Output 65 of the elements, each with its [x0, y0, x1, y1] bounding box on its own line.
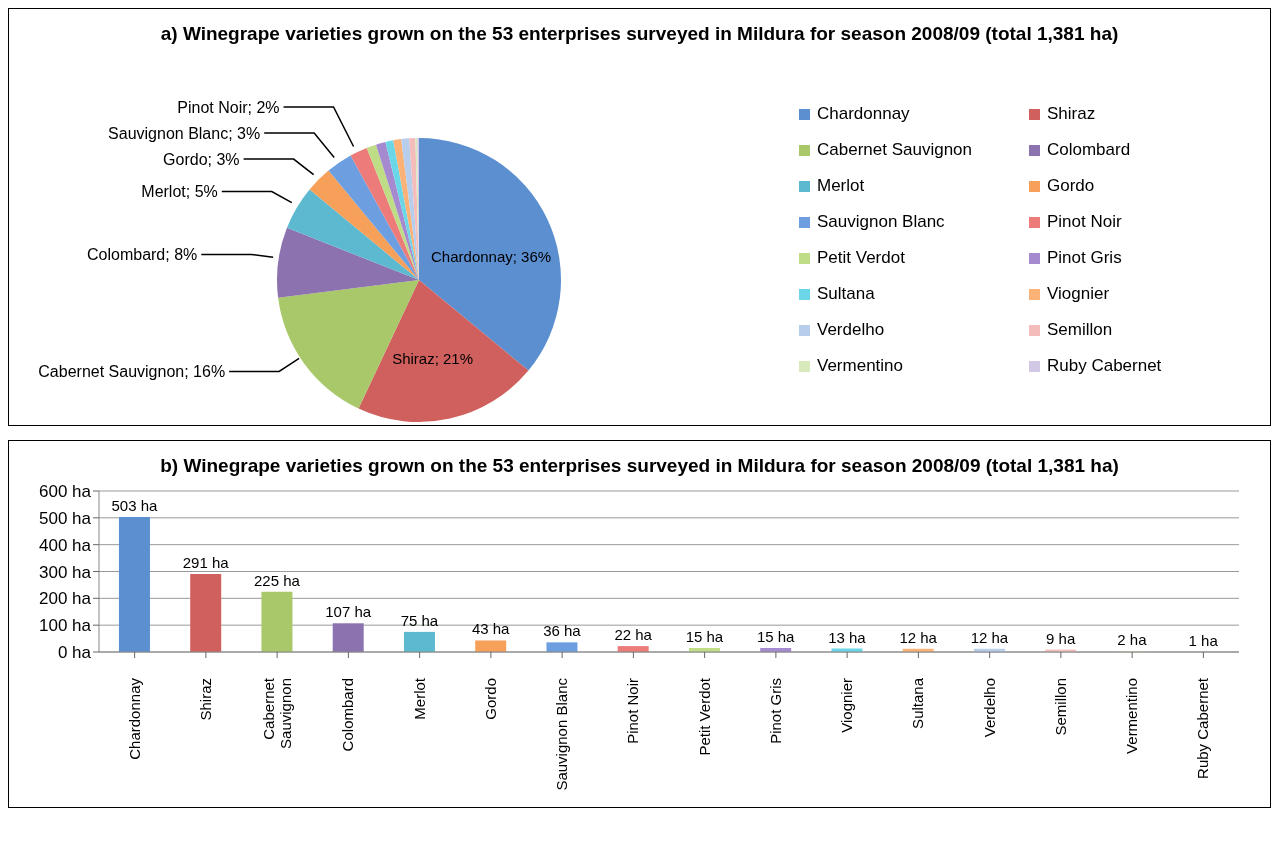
legend-label: Gordo — [1047, 176, 1095, 196]
x-tick-label: Vermentino — [1123, 678, 1141, 754]
data-label: 12 ha — [899, 628, 938, 646]
chart-title: a) Winegrape varieties grown on the 53 enterprises surveyed in Mildura for season 2008/09 (total 1,381 ha) — [159, 22, 1120, 45]
x-tick-label: Sauvignon Blanc — [553, 677, 571, 791]
data-label: Pinot Noir; 2% — [177, 98, 280, 116]
data-label: 225 ha — [254, 571, 301, 589]
legend-label: Colombard — [1047, 140, 1131, 160]
data-label: 15 ha — [685, 627, 724, 645]
data-label: 12 ha — [970, 628, 1009, 646]
legend-label: Chardonnay — [817, 104, 910, 124]
data-label: Colombard; 8% — [87, 245, 198, 263]
x-tick-label: Viognier — [838, 678, 856, 733]
x-tick-label: Shiraz — [196, 678, 214, 721]
legend-label: Viognier — [1047, 284, 1110, 304]
y-tick-label: 400 ha — [39, 535, 92, 555]
x-tick-label: Petit Verdot — [695, 677, 713, 756]
legend-label: Ruby Cabernet — [1047, 356, 1162, 376]
legend-label: Petit Verdot — [817, 248, 905, 268]
y-tick-label: 600 ha — [39, 482, 92, 502]
data-label: Sauvignon Blanc; 3% — [108, 124, 261, 142]
data-label: 75 ha — [400, 611, 439, 629]
legend-label: Merlot — [817, 176, 865, 196]
data-label: 291 ha — [182, 553, 230, 571]
y-tick-label: 500 ha — [39, 508, 92, 528]
data-label: 107 ha — [325, 603, 372, 621]
legend-label: Verdelho — [817, 320, 885, 340]
x-tick-label: Pinot Gris — [766, 678, 784, 744]
legend-label: Sultana — [817, 284, 875, 304]
data-label: Merlot; 5% — [141, 183, 218, 201]
legend-label: Cabernet Sauvignon — [817, 140, 973, 160]
y-tick-label: 300 ha — [39, 562, 92, 582]
legend-label: Semillon — [1047, 320, 1113, 340]
x-tick-label: Cabernet Sauvignon — [260, 677, 295, 749]
x-tick-label: Merlot — [410, 677, 428, 720]
x-tick-label: Gordo — [481, 678, 499, 720]
legend-label: Vermentino — [817, 356, 903, 376]
legend-label: Shiraz — [1047, 104, 1096, 124]
data-label: 22 ha — [614, 626, 653, 644]
data-label: 503 ha — [111, 497, 159, 515]
legend-label: Pinot Noir — [1047, 212, 1122, 232]
data-label: 13 ha — [828, 628, 867, 646]
x-tick-label: Verdelho — [980, 678, 998, 738]
y-tick-label: 0 ha — [57, 643, 92, 663]
x-tick-label: Ruby Cabernet — [1194, 677, 1212, 779]
x-tick-label: Semillon — [1051, 678, 1069, 736]
chart-title: b) Winegrape varieties grown on the 53 enterprises surveyed in Mildura for season 2008/09 (total 1,381 ha) — [159, 454, 1120, 477]
data-label: Chardonnay; 36% — [431, 248, 552, 266]
x-tick-label: Chardonnay — [125, 677, 143, 760]
data-label: 36 ha — [543, 622, 582, 640]
x-tick-label: Pinot Noir — [624, 678, 642, 744]
x-tick-label: Sultana — [909, 677, 927, 729]
data-label: 2 ha — [1117, 631, 1148, 649]
data-label: 15 ha — [756, 627, 796, 645]
data-label: Cabernet Sauvignon; 16% — [38, 362, 226, 380]
y-tick-label: 100 ha — [39, 616, 92, 636]
data-label: 9 ha — [1046, 629, 1076, 647]
data-label: Gordo; 3% — [163, 150, 240, 168]
data-label: 43 ha — [471, 620, 511, 638]
legend-label: Sauvignon Blanc — [817, 212, 945, 232]
legend-label: Pinot Gris — [1047, 248, 1122, 268]
y-tick-label: 200 ha — [39, 589, 92, 609]
data-label: Shiraz; 21% — [392, 349, 474, 367]
data-label: 1 ha — [1188, 631, 1219, 649]
x-tick-label: Colombard — [339, 678, 357, 752]
